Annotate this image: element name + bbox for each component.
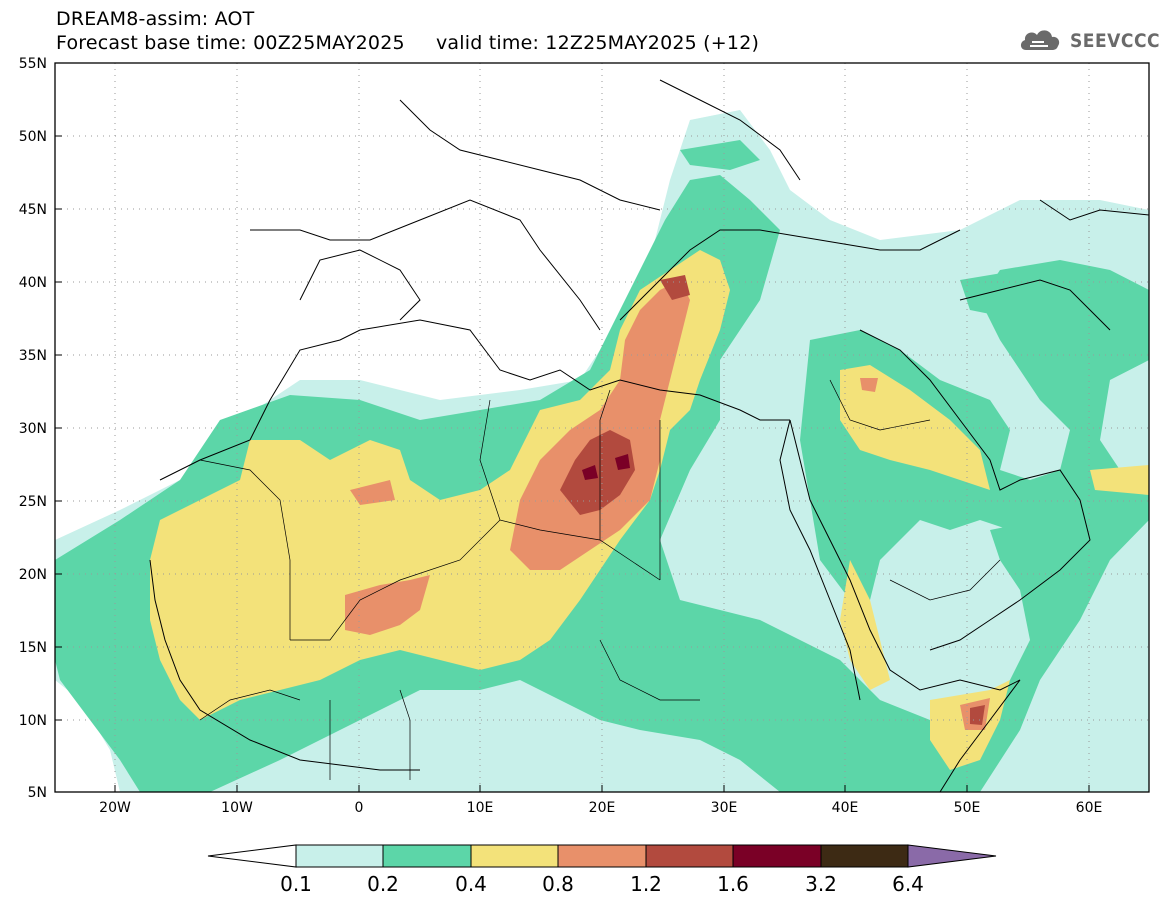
lat-label: 40N bbox=[19, 275, 47, 291]
cloud-logo-icon bbox=[1020, 30, 1060, 50]
lat-label: 15N bbox=[19, 640, 47, 656]
colorbar-high-arrow bbox=[907, 844, 997, 868]
base-time: Forecast base time: 00Z25MAY2025 bbox=[56, 32, 405, 54]
colorbar-low-arrow bbox=[207, 844, 297, 868]
colorbar-swatch-1.2-1.6 bbox=[645, 844, 734, 868]
aot-band-0.8-small1 bbox=[350, 480, 395, 505]
colorbar-labels: 0.1 0.2 0.4 0.8 1.2 1.6 3.2 6.4 bbox=[280, 872, 924, 896]
axis-ticks bbox=[55, 62, 1090, 793]
lat-label: 10N bbox=[19, 713, 47, 729]
colorbar-swatch-0.8-1.2 bbox=[557, 844, 647, 868]
colorbar-label: 6.4 bbox=[892, 872, 924, 896]
logo-text: SEEVCCC bbox=[1070, 30, 1161, 52]
valid-time: valid time: 12Z25MAY2025 (+12) bbox=[435, 32, 760, 54]
aot-band-0.4-gulf bbox=[1090, 465, 1149, 495]
aot-band-0.8-sahel bbox=[345, 575, 430, 635]
lat-label: 20N bbox=[19, 567, 47, 583]
colorbar-label: 1.2 bbox=[630, 872, 662, 896]
colorbar-swatch-3.2-6.4 bbox=[820, 844, 909, 868]
colorbar-label: 3.2 bbox=[805, 872, 837, 896]
aot-band-0.2-north bbox=[680, 140, 760, 170]
longitude-labels: 20W 10W 0 10E 20E 30E 40E 50E 60E bbox=[99, 800, 1102, 816]
aot-band-0.2-east bbox=[960, 270, 1149, 340]
aot-band-0.4 bbox=[150, 250, 730, 720]
coastlines bbox=[149, 79, 1149, 792]
lon-label: 50E bbox=[954, 800, 981, 816]
colorbar-swatch-0.1-0.2 bbox=[295, 844, 384, 868]
lon-label: 20E bbox=[589, 800, 616, 816]
lon-label: 0 bbox=[355, 800, 364, 816]
graticule bbox=[55, 63, 1149, 792]
lat-label: 5N bbox=[28, 785, 47, 801]
colorbar-label: 0.8 bbox=[542, 872, 574, 896]
aot-band-1.6 bbox=[582, 465, 598, 480]
colorbar-swatch-0.2-0.4 bbox=[382, 844, 472, 868]
colorbar-label: 0.2 bbox=[367, 872, 399, 896]
product-title: DREAM8-assim: AOT bbox=[56, 8, 255, 30]
lat-label: 50N bbox=[19, 129, 47, 145]
aot-band-0.4-arabia bbox=[840, 365, 990, 490]
colorbar-label: 1.6 bbox=[717, 872, 749, 896]
lat-label: 30N bbox=[19, 421, 47, 437]
lon-label: 10W bbox=[221, 800, 253, 816]
aot-band-1.2 bbox=[560, 430, 635, 515]
latitude-labels: 55N 50N 45N 40N 35N 30N 25N 20N 15N 10N … bbox=[19, 56, 47, 801]
colorbar-label: 0.1 bbox=[280, 872, 312, 896]
aot-band-1.6-b bbox=[615, 454, 630, 470]
lat-label: 35N bbox=[19, 348, 47, 364]
aot-band-0.4-red-sea bbox=[840, 560, 890, 690]
colorbar bbox=[207, 844, 997, 868]
lon-label: 30E bbox=[711, 800, 738, 816]
lon-label: 20W bbox=[99, 800, 131, 816]
borders bbox=[199, 379, 1001, 780]
colorbar-swatch-1.6-3.2 bbox=[732, 844, 822, 868]
colorbar-label: 0.4 bbox=[455, 872, 487, 896]
lat-label: 45N bbox=[19, 202, 47, 218]
aot-band-1.2-aegean bbox=[660, 275, 690, 300]
lat-label: 25N bbox=[19, 494, 47, 510]
lon-label: 10E bbox=[467, 800, 494, 816]
lat-label: 55N bbox=[19, 56, 47, 72]
time-info: Forecast base time: 00Z25MAY2025 valid t… bbox=[56, 32, 759, 54]
colorbar-swatch-0.4-0.8 bbox=[470, 844, 559, 868]
lon-label: 60E bbox=[1076, 800, 1103, 816]
aot-band-0.8-small2 bbox=[860, 378, 878, 392]
lon-label: 40E bbox=[832, 800, 859, 816]
